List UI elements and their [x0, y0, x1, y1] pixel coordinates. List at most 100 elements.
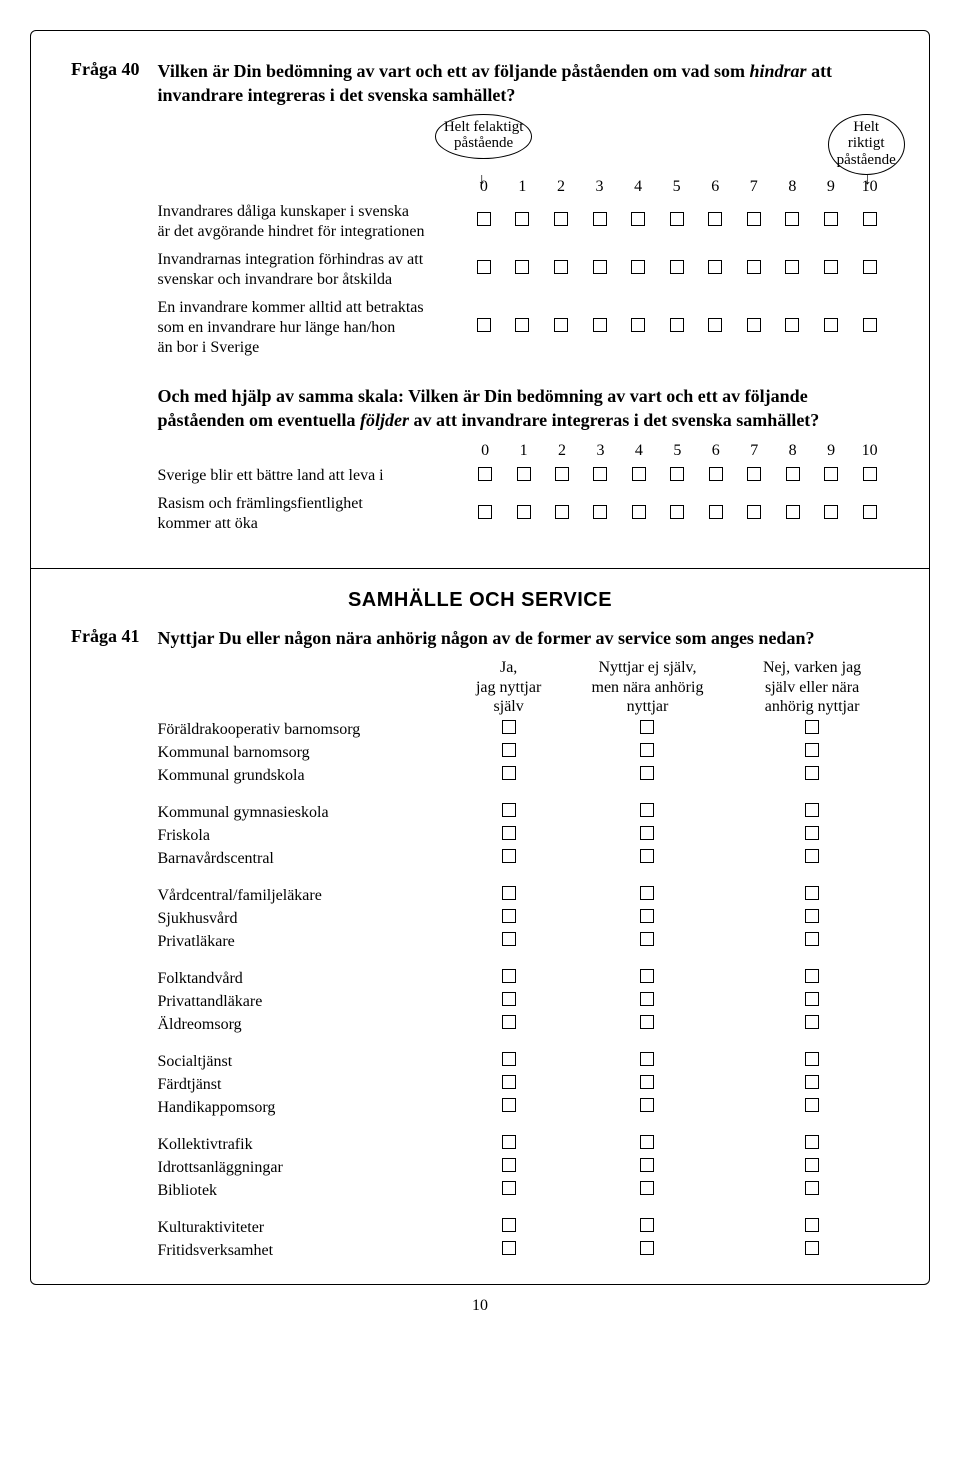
- checkbox[interactable]: [593, 505, 607, 519]
- checkbox[interactable]: [502, 1015, 516, 1029]
- checkbox[interactable]: [824, 318, 838, 332]
- checkbox[interactable]: [708, 318, 722, 332]
- checkbox[interactable]: [805, 1218, 819, 1232]
- checkbox[interactable]: [805, 849, 819, 863]
- checkbox[interactable]: [515, 212, 529, 226]
- checkbox[interactable]: [670, 467, 684, 481]
- checkbox[interactable]: [502, 992, 516, 1006]
- checkbox[interactable]: [670, 212, 684, 226]
- checkbox[interactable]: [863, 212, 877, 226]
- checkbox[interactable]: [640, 932, 654, 946]
- checkbox[interactable]: [502, 720, 516, 734]
- checkbox[interactable]: [747, 505, 761, 519]
- checkbox[interactable]: [786, 467, 800, 481]
- checkbox[interactable]: [517, 467, 531, 481]
- checkbox[interactable]: [805, 766, 819, 780]
- checkbox[interactable]: [502, 1075, 516, 1089]
- checkbox[interactable]: [554, 260, 568, 274]
- checkbox[interactable]: [593, 212, 607, 226]
- checkbox[interactable]: [805, 992, 819, 1006]
- checkbox[interactable]: [502, 1241, 516, 1255]
- checkbox[interactable]: [747, 318, 761, 332]
- checkbox[interactable]: [640, 849, 654, 863]
- checkbox[interactable]: [502, 743, 516, 757]
- checkbox[interactable]: [805, 909, 819, 923]
- checkbox[interactable]: [640, 1098, 654, 1112]
- checkbox[interactable]: [640, 1052, 654, 1066]
- checkbox[interactable]: [708, 260, 722, 274]
- checkbox[interactable]: [640, 992, 654, 1006]
- checkbox[interactable]: [863, 467, 877, 481]
- checkbox[interactable]: [640, 969, 654, 983]
- checkbox[interactable]: [640, 1075, 654, 1089]
- checkbox[interactable]: [863, 505, 877, 519]
- checkbox[interactable]: [593, 318, 607, 332]
- checkbox[interactable]: [502, 1135, 516, 1149]
- checkbox[interactable]: [709, 467, 723, 481]
- checkbox[interactable]: [785, 260, 799, 274]
- checkbox[interactable]: [554, 318, 568, 332]
- checkbox[interactable]: [502, 932, 516, 946]
- checkbox[interactable]: [824, 467, 838, 481]
- checkbox[interactable]: [805, 1135, 819, 1149]
- checkbox[interactable]: [640, 743, 654, 757]
- checkbox[interactable]: [785, 318, 799, 332]
- checkbox[interactable]: [824, 260, 838, 274]
- checkbox[interactable]: [805, 826, 819, 840]
- checkbox[interactable]: [640, 1218, 654, 1232]
- checkbox[interactable]: [515, 260, 529, 274]
- checkbox[interactable]: [747, 260, 761, 274]
- checkbox[interactable]: [502, 1218, 516, 1232]
- checkbox[interactable]: [640, 826, 654, 840]
- checkbox[interactable]: [502, 849, 516, 863]
- checkbox[interactable]: [805, 1098, 819, 1112]
- checkbox[interactable]: [805, 1052, 819, 1066]
- checkbox[interactable]: [785, 212, 799, 226]
- checkbox[interactable]: [747, 212, 761, 226]
- checkbox[interactable]: [805, 932, 819, 946]
- checkbox[interactable]: [640, 1181, 654, 1195]
- checkbox[interactable]: [631, 212, 645, 226]
- checkbox[interactable]: [708, 212, 722, 226]
- checkbox[interactable]: [670, 260, 684, 274]
- checkbox[interactable]: [805, 1158, 819, 1172]
- checkbox[interactable]: [502, 1181, 516, 1195]
- checkbox[interactable]: [631, 318, 645, 332]
- checkbox[interactable]: [502, 1052, 516, 1066]
- checkbox[interactable]: [640, 1241, 654, 1255]
- checkbox[interactable]: [824, 505, 838, 519]
- checkbox[interactable]: [515, 318, 529, 332]
- checkbox[interactable]: [824, 212, 838, 226]
- checkbox[interactable]: [554, 212, 568, 226]
- checkbox[interactable]: [640, 1158, 654, 1172]
- checkbox[interactable]: [477, 212, 491, 226]
- checkbox[interactable]: [640, 1135, 654, 1149]
- checkbox[interactable]: [640, 766, 654, 780]
- checkbox[interactable]: [863, 318, 877, 332]
- checkbox[interactable]: [502, 909, 516, 923]
- checkbox[interactable]: [477, 318, 491, 332]
- checkbox[interactable]: [805, 1015, 819, 1029]
- checkbox[interactable]: [786, 505, 800, 519]
- checkbox[interactable]: [640, 1015, 654, 1029]
- checkbox[interactable]: [502, 1098, 516, 1112]
- checkbox[interactable]: [593, 467, 607, 481]
- checkbox[interactable]: [670, 505, 684, 519]
- checkbox[interactable]: [555, 467, 569, 481]
- checkbox[interactable]: [805, 803, 819, 817]
- checkbox[interactable]: [805, 969, 819, 983]
- checkbox[interactable]: [502, 886, 516, 900]
- checkbox[interactable]: [640, 720, 654, 734]
- checkbox[interactable]: [805, 720, 819, 734]
- checkbox[interactable]: [805, 1181, 819, 1195]
- checkbox[interactable]: [640, 886, 654, 900]
- checkbox[interactable]: [502, 803, 516, 817]
- checkbox[interactable]: [502, 826, 516, 840]
- checkbox[interactable]: [502, 1158, 516, 1172]
- checkbox[interactable]: [670, 318, 684, 332]
- checkbox[interactable]: [631, 260, 645, 274]
- checkbox[interactable]: [517, 505, 531, 519]
- checkbox[interactable]: [478, 467, 492, 481]
- checkbox[interactable]: [632, 467, 646, 481]
- checkbox[interactable]: [478, 505, 492, 519]
